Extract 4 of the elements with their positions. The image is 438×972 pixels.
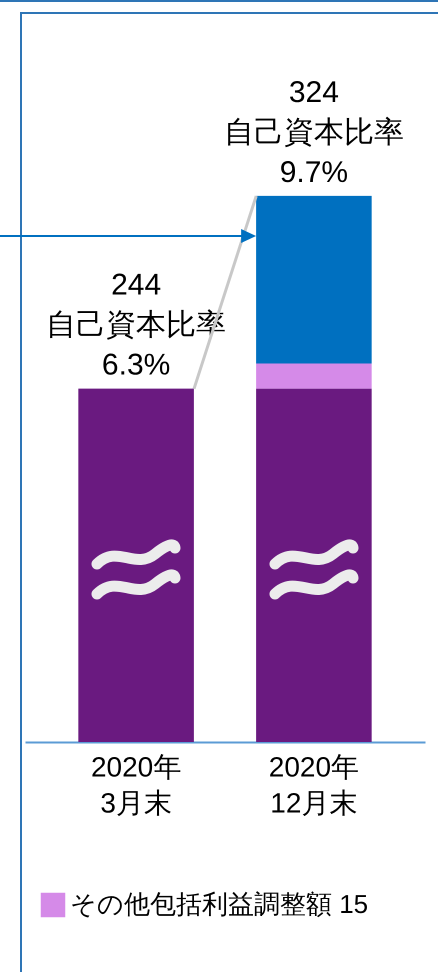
x-tick-label: 2020年 3月末 [90,752,182,818]
legend-label: その他包括利益調整額 15 [70,889,368,919]
x-tick-label: 2020年 12月末 [268,752,360,818]
total-label: 324 自己資本比率 9.7% [224,76,404,189]
